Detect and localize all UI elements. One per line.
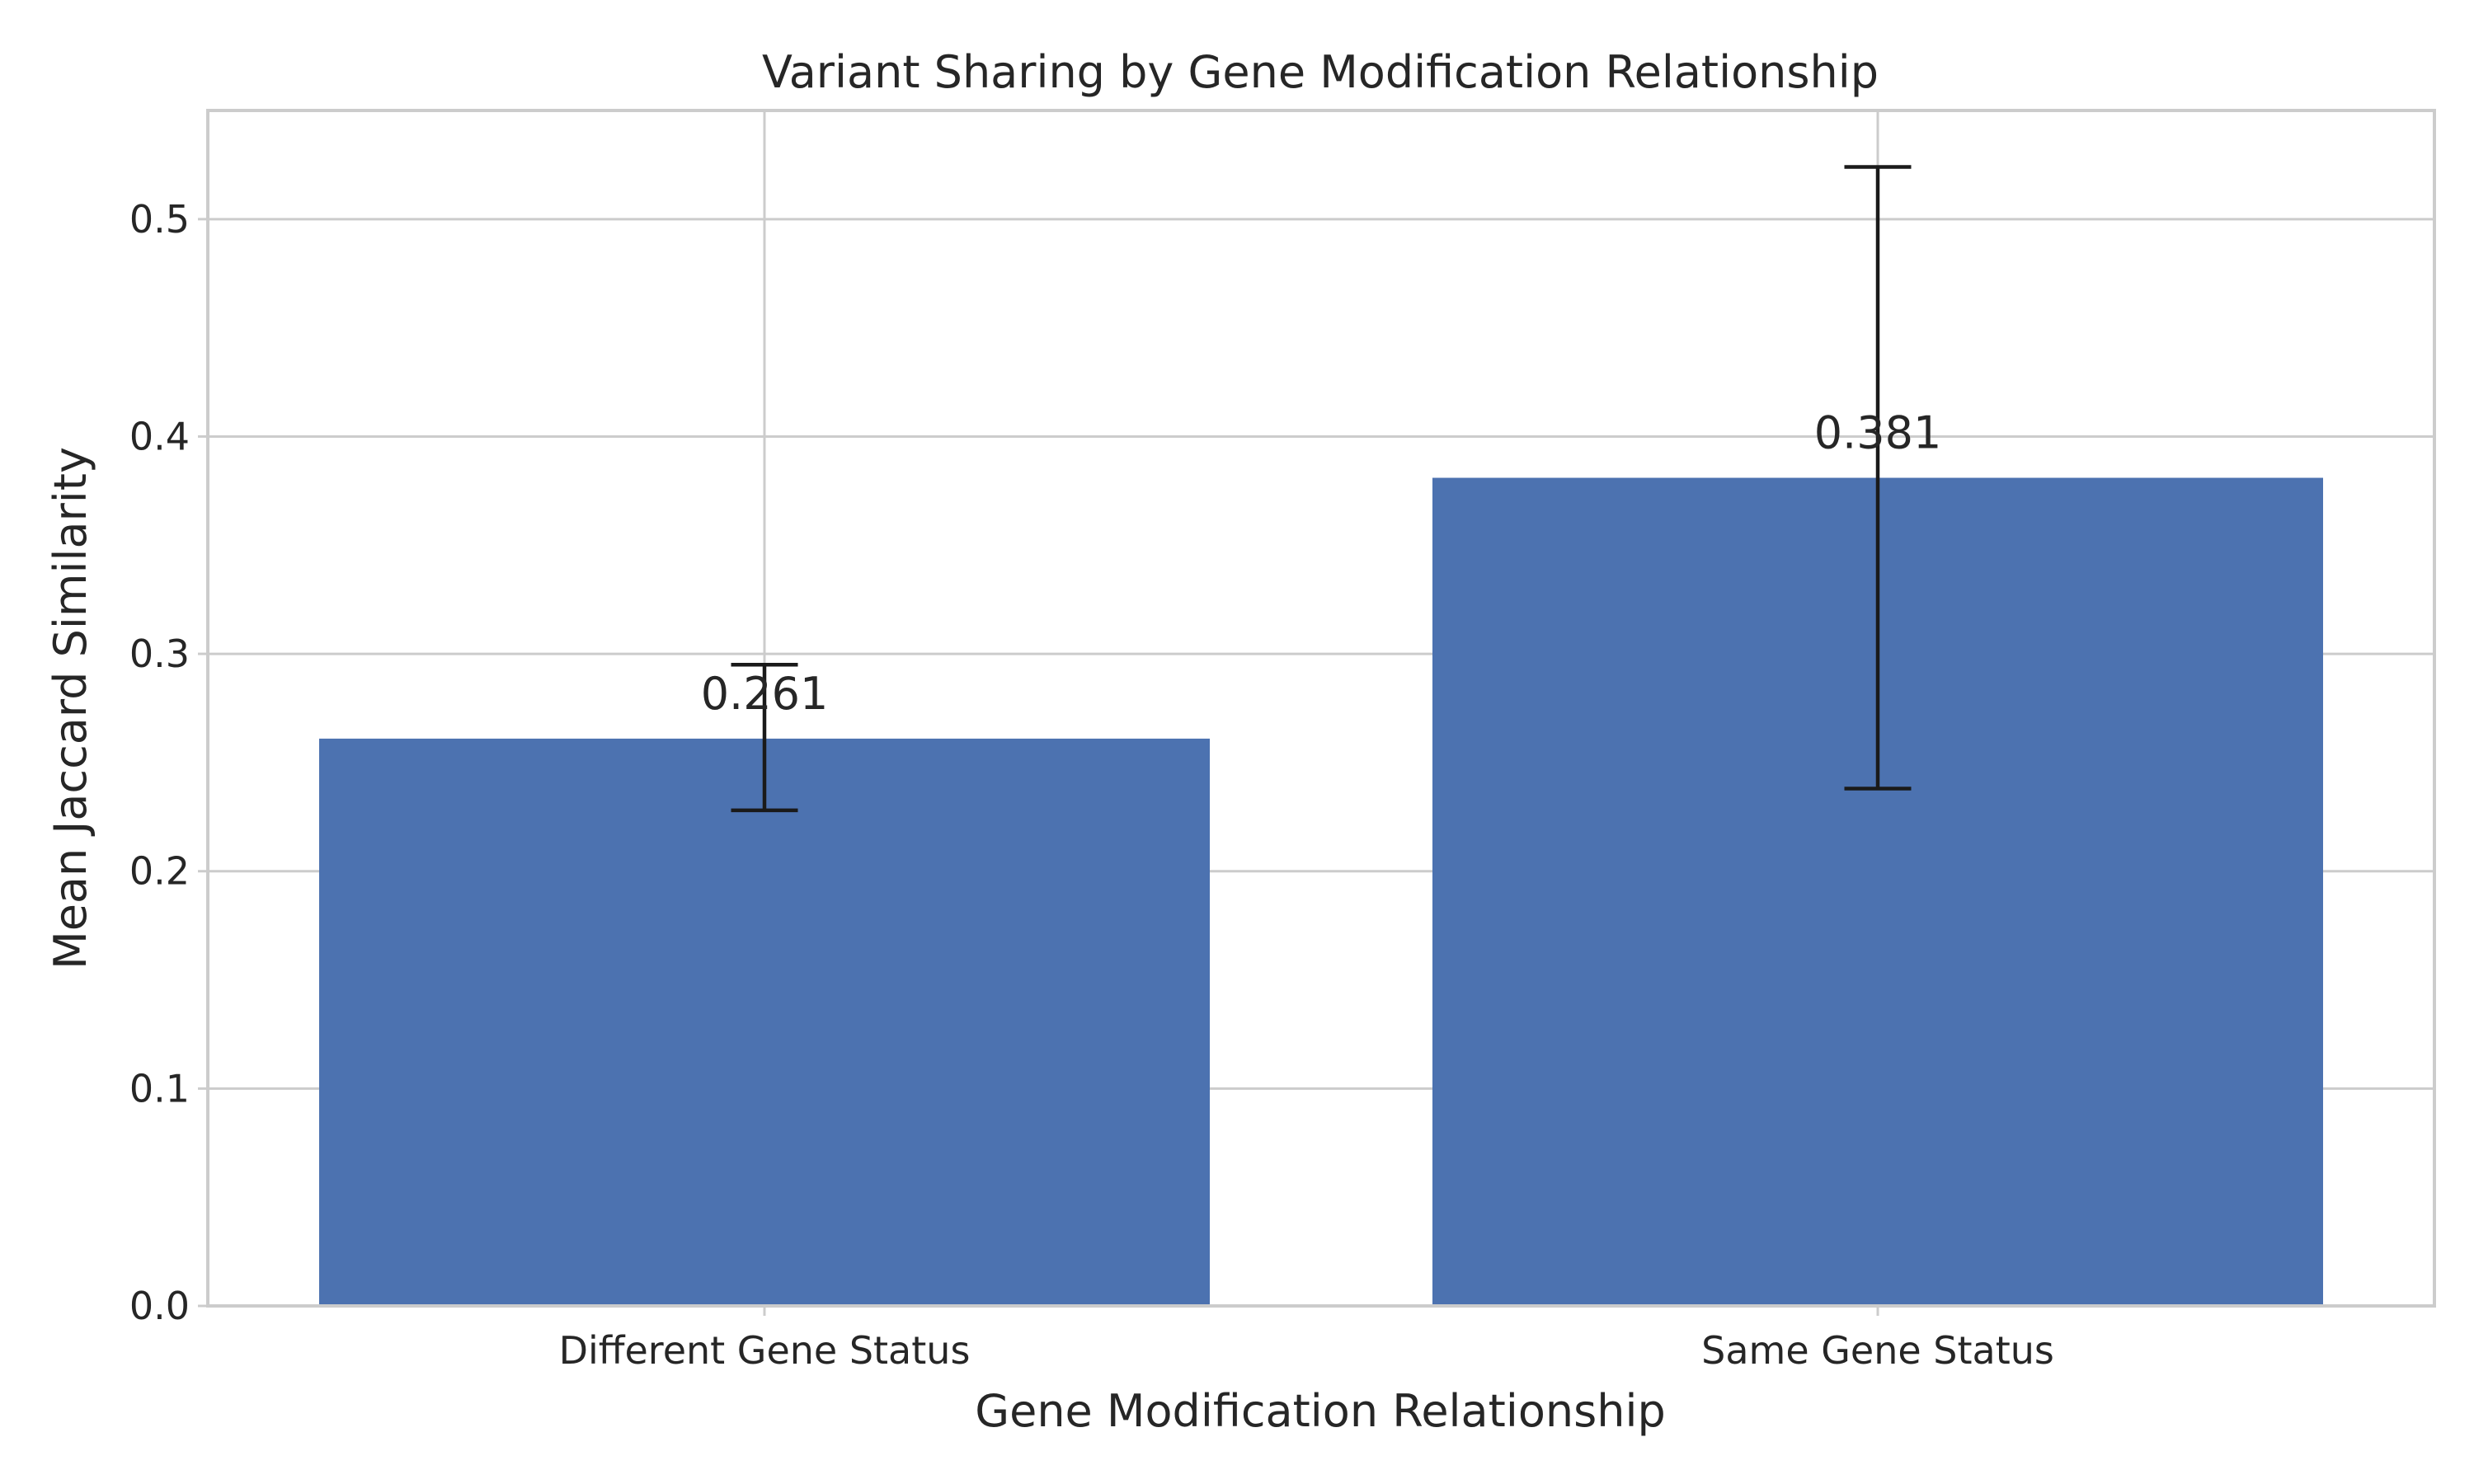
y-tick-label: 0.0 xyxy=(129,1284,190,1328)
chart-title: Variant Sharing by Gene Modification Rel… xyxy=(762,46,1879,98)
y-tick-label: 0.5 xyxy=(129,197,190,242)
y-axis-label: Mean Jaccard Similarity xyxy=(45,447,96,970)
plot-frame xyxy=(206,109,2436,1308)
bar-value-label: 0.381 xyxy=(1814,407,1942,459)
y-tick-label: 0.1 xyxy=(129,1066,190,1111)
x-tick-label: Different Gene Status xyxy=(559,1328,971,1373)
bar xyxy=(319,738,1210,1306)
x-axis-label: Gene Modification Relationship xyxy=(975,1385,1665,1437)
value-labels: 0.261 0.381 xyxy=(701,407,1942,720)
bars xyxy=(319,477,2323,1306)
ticks: 0.0 0.1 0.2 0.3 0.4 0.5 Different Gene Status S… xyxy=(129,197,2054,1373)
y-tick-label: 0.3 xyxy=(129,632,190,676)
error-bars xyxy=(731,165,1912,813)
y-tick-label: 0.2 xyxy=(129,849,190,894)
x-tick-label: Same Gene Status xyxy=(1701,1328,2054,1373)
bar-value-label: 0.261 xyxy=(701,668,829,720)
y-tick-label: 0.4 xyxy=(129,414,190,458)
